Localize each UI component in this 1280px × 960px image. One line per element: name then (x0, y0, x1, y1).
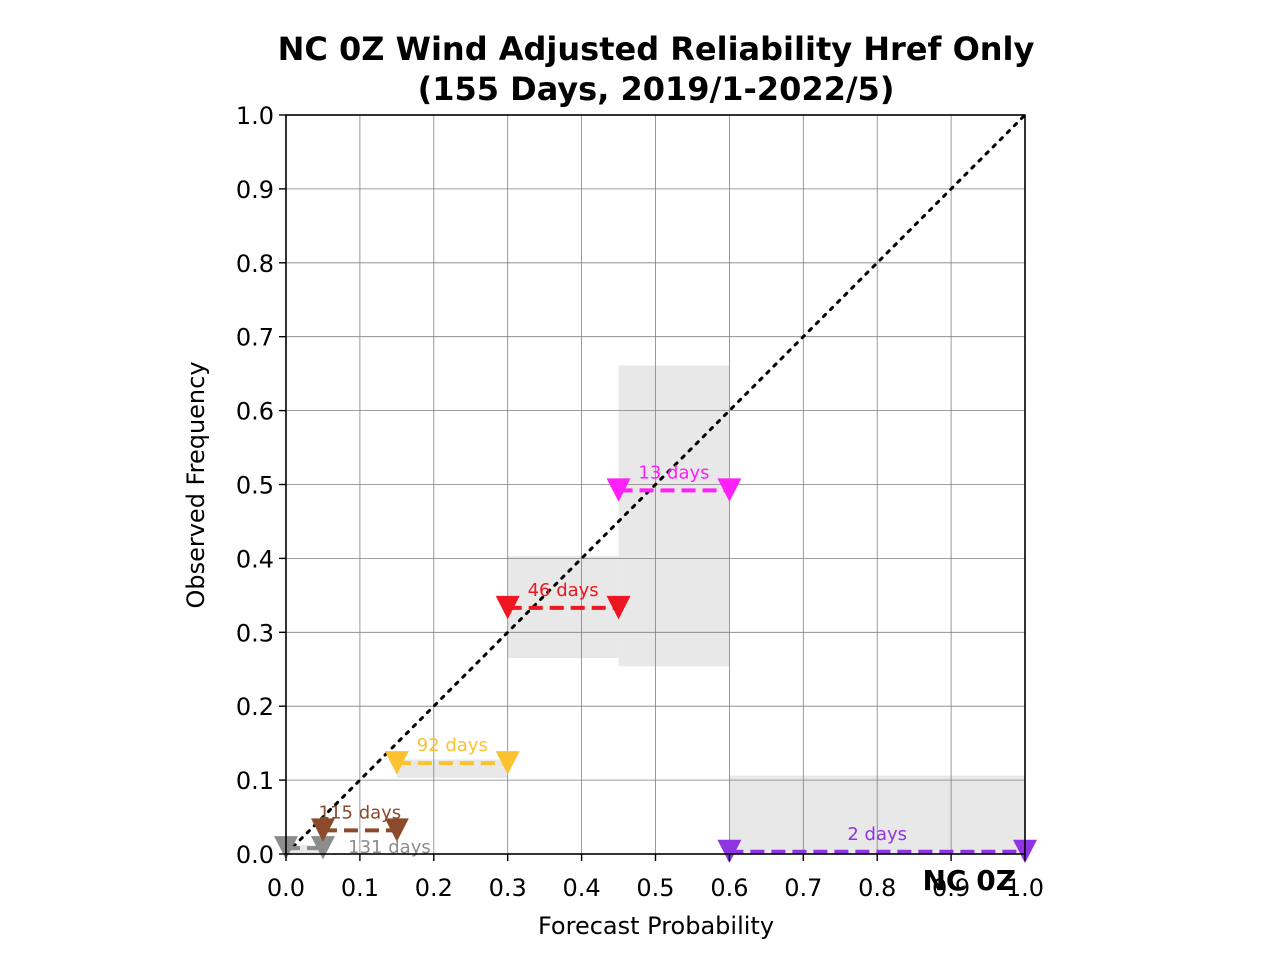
day-label-0: 131 days (348, 837, 431, 858)
y-tick-label: 0.2 (236, 693, 274, 721)
diagonal-line (284, 113, 1027, 856)
day-label-1: 115 days (319, 802, 402, 823)
x-tick-label: 0.6 (710, 874, 748, 902)
series-marker-start-1 (310, 818, 335, 842)
day-count-labels: 131 days 115 days 92 days 46 days 13 days 2 d… (319, 462, 907, 858)
series-marker-start-2 (384, 751, 409, 775)
y-tick-label: 0.0 (236, 841, 274, 869)
series-marker-start-5 (717, 839, 742, 864)
series-marker-end-2 (495, 751, 520, 775)
y-tick-label: 0.4 (236, 545, 274, 573)
x-tick-label: 0.9 (932, 874, 970, 902)
x-tick-label: 0.4 (563, 874, 601, 902)
x-tick-label: 0.5 (636, 874, 674, 902)
x-tick-label: 0.1 (341, 874, 379, 902)
series-marker-end-0 (310, 836, 335, 860)
y-tick-label: 0.6 (236, 398, 274, 426)
series-marker-end-1 (384, 818, 409, 842)
perfect-reliability-line (284, 113, 1027, 856)
x-tick-label: 0.2 (415, 874, 453, 902)
confidence-band-0 (286, 845, 323, 854)
y-axis-ticks: 0.0 0.1 0.2 0.3 0.4 0.5 0.6 0.7 0.8 0.9 1.0 (236, 102, 286, 869)
series-marker-start-4 (606, 478, 631, 502)
y-axis-label: Observed Frequency (182, 361, 210, 608)
day-label-2: 92 days (417, 735, 488, 756)
chart-subtitle: (155 Days, 2019/1-2022/5) (418, 70, 895, 108)
confidence-band-4 (618, 365, 730, 667)
day-label-4: 13 days (638, 462, 709, 483)
region-corner-label: NC 0Z (922, 864, 1016, 897)
x-tick-label: 0.0 (267, 874, 305, 902)
x-axis-label: Forecast Probability (538, 912, 774, 940)
y-tick-label: 0.8 (236, 250, 274, 278)
y-tick-label: 0.1 (236, 767, 274, 795)
y-tick-label: 0.3 (236, 619, 274, 647)
y-tick-label: 0.5 (236, 472, 274, 500)
series-marker-end-4 (717, 478, 742, 502)
x-axis-ticks: 0.0 0.1 0.2 0.3 0.4 0.5 0.6 0.7 0.8 0.9 1.0 (267, 854, 1044, 902)
y-tick-label: 1.0 (236, 102, 274, 130)
y-tick-label: 0.7 (236, 324, 274, 352)
y-tick-label: 0.9 (236, 176, 274, 204)
series-marker-start-3 (495, 595, 520, 620)
series-marker-end-3 (606, 595, 631, 620)
x-tick-label: 0.3 (489, 874, 527, 902)
x-tick-label: 0.8 (858, 874, 896, 902)
day-label-3: 46 days (528, 580, 599, 601)
x-tick-label: 0.7 (784, 874, 822, 902)
chart-title: NC 0Z Wind Adjusted Reliability Href Onl… (278, 30, 1035, 68)
day-label-5: 2 days (847, 824, 907, 845)
x-tick-label: 1.0 (1006, 874, 1044, 902)
